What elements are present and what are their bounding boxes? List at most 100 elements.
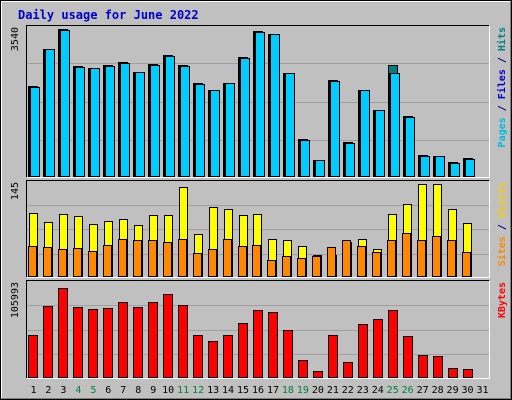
bar-pages-day-26 bbox=[405, 117, 415, 177]
bar-kbytes-day-2 bbox=[43, 306, 53, 378]
bar-sites-day-25 bbox=[387, 240, 396, 277]
bar-pages-day-23 bbox=[360, 90, 370, 177]
bar-sites-day-27 bbox=[417, 240, 426, 277]
panel-middle-max-label: 145 bbox=[10, 182, 21, 200]
bar-pages-day-27 bbox=[420, 156, 430, 177]
legend-entry: Visits bbox=[496, 182, 508, 218]
bar-kbytes-day-20 bbox=[313, 371, 323, 378]
bar-kbytes-day-15 bbox=[238, 323, 248, 378]
x-tick-label-day-14: 14 bbox=[222, 385, 234, 396]
bar-pages-day-21 bbox=[330, 81, 340, 177]
bar-pages-day-7 bbox=[120, 63, 130, 177]
bar-sites-day-20 bbox=[312, 256, 321, 277]
bar-sites-day-18 bbox=[282, 256, 291, 277]
bar-pages-day-15 bbox=[240, 58, 250, 177]
bar-pages-day-16 bbox=[255, 32, 265, 177]
bar-kbytes-day-13 bbox=[208, 341, 218, 378]
bar-kbytes-day-26 bbox=[403, 336, 413, 378]
bar-kbytes-day-11 bbox=[178, 305, 188, 378]
bar-sites-day-1 bbox=[28, 246, 37, 277]
legend-entry: Hits bbox=[496, 27, 508, 51]
bar-kbytes-day-21 bbox=[328, 335, 338, 378]
x-tick-label-day-31: 31 bbox=[476, 385, 488, 396]
bar-pages-day-28 bbox=[435, 156, 445, 177]
bar-pages-day-25 bbox=[390, 73, 400, 177]
chart-title: Daily usage for June 2022 bbox=[18, 8, 199, 22]
bar-pages-day-3 bbox=[60, 30, 70, 177]
bar-sites-day-14 bbox=[223, 239, 232, 277]
x-tick-label-day-1: 1 bbox=[30, 385, 36, 396]
bar-sites-day-5 bbox=[88, 251, 97, 277]
bar-kbytes-day-23 bbox=[358, 324, 368, 378]
x-tick-label-day-3: 3 bbox=[60, 385, 66, 396]
x-tick-label-day-13: 13 bbox=[207, 385, 219, 396]
bar-pages-day-13 bbox=[210, 90, 220, 177]
bar-kbytes-day-12 bbox=[193, 335, 203, 378]
bar-sites-day-4 bbox=[73, 248, 82, 277]
bar-kbytes-day-18 bbox=[283, 330, 293, 378]
x-tick-label-day-17: 17 bbox=[267, 385, 279, 396]
bar-sites-day-19 bbox=[297, 258, 306, 277]
bar-pages-day-29 bbox=[450, 163, 460, 177]
x-tick-label-day-20: 20 bbox=[312, 385, 324, 396]
bar-pages-day-22 bbox=[345, 143, 355, 177]
bar-kbytes-day-30 bbox=[463, 369, 473, 378]
x-tick-label-day-15: 15 bbox=[237, 385, 249, 396]
x-tick-label-day-10: 10 bbox=[162, 385, 174, 396]
legend-entry: / bbox=[497, 51, 508, 69]
bar-sites-day-11 bbox=[178, 239, 187, 277]
bar-sites-day-24 bbox=[372, 252, 381, 277]
x-tick-label-day-4: 4 bbox=[75, 385, 81, 396]
x-tick-label-day-16: 16 bbox=[252, 385, 264, 396]
bar-sites-day-6 bbox=[103, 245, 112, 277]
panel-top-max-label: 3540 bbox=[10, 27, 21, 51]
bar-pages-day-20 bbox=[315, 160, 325, 177]
panel-bottom-max-label: 105993 bbox=[10, 282, 21, 318]
bar-pages-day-24 bbox=[375, 110, 385, 177]
bar-pages-day-6 bbox=[105, 66, 115, 177]
bar-kbytes-day-29 bbox=[448, 368, 458, 378]
x-tick-label-day-12: 12 bbox=[192, 385, 204, 396]
x-tick-label-day-11: 11 bbox=[177, 385, 189, 396]
bar-pages-day-30 bbox=[465, 159, 475, 177]
legend-entry: Pages bbox=[497, 117, 508, 147]
x-tick-label-day-9: 9 bbox=[150, 385, 156, 396]
bar-kbytes-day-16 bbox=[253, 310, 263, 378]
bar-kbytes-day-24 bbox=[373, 319, 383, 378]
bar-kbytes-day-7 bbox=[118, 302, 128, 378]
bar-sites-day-23 bbox=[357, 246, 366, 277]
bar-kbytes-day-27 bbox=[418, 355, 428, 378]
bar-kbytes-day-10 bbox=[163, 294, 173, 378]
x-tick-label-day-8: 8 bbox=[135, 385, 141, 396]
bar-kbytes-day-14 bbox=[223, 335, 233, 378]
bar-kbytes-day-8 bbox=[133, 307, 143, 378]
bar-pages-day-14 bbox=[225, 83, 235, 177]
bar-kbytes-day-9 bbox=[148, 302, 158, 378]
bar-pages-day-2 bbox=[45, 49, 55, 177]
x-tick-label-day-2: 2 bbox=[45, 385, 51, 396]
panel-middle-legend: Sites / Visits bbox=[496, 182, 508, 266]
bar-sites-day-29 bbox=[447, 240, 456, 277]
bar-kbytes-day-25 bbox=[388, 310, 398, 378]
bar-sites-day-13 bbox=[208, 249, 217, 277]
bar-sites-day-10 bbox=[163, 242, 172, 277]
legend-entry: / bbox=[497, 218, 508, 236]
panel-top-legend: Pages / Files / Hits bbox=[496, 27, 508, 147]
bar-sites-day-15 bbox=[238, 246, 247, 277]
x-tick-label-day-7: 7 bbox=[120, 385, 126, 396]
bar-sites-day-12 bbox=[193, 253, 202, 277]
bar-sites-day-3 bbox=[58, 249, 67, 277]
panel-middle-border-dark bbox=[26, 180, 490, 278]
bar-pages-day-1 bbox=[30, 87, 40, 177]
bar-sites-day-9 bbox=[148, 240, 157, 277]
panel-top-border-dark bbox=[26, 25, 490, 178]
bar-pages-day-4 bbox=[75, 67, 85, 177]
bar-kbytes-day-17 bbox=[268, 312, 278, 378]
bar-kbytes-day-22 bbox=[343, 362, 353, 378]
bar-kbytes-day-5 bbox=[88, 309, 98, 378]
x-tick-label-day-5: 5 bbox=[90, 385, 96, 396]
bar-sites-day-16 bbox=[252, 245, 261, 277]
bar-kbytes-day-6 bbox=[103, 308, 113, 378]
